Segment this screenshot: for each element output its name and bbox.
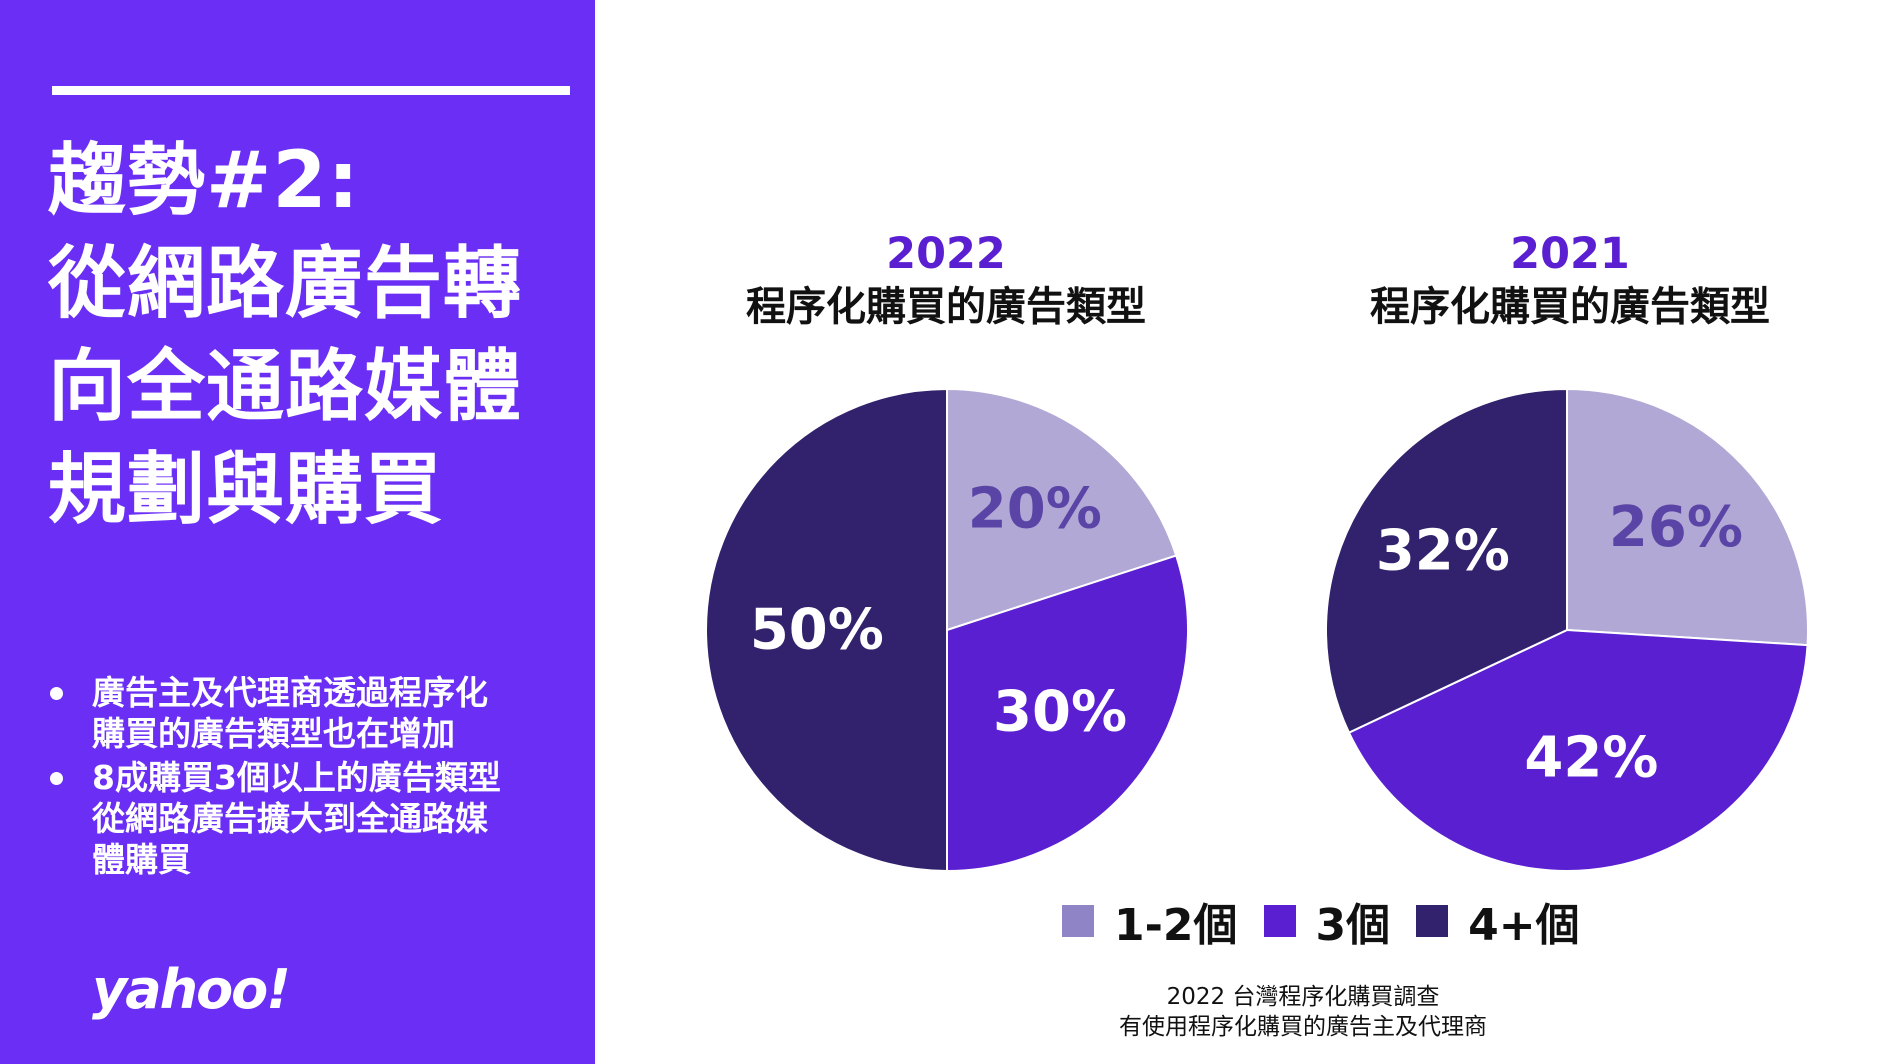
pie-2022-slice-2 — [705, 387, 948, 873]
bullet-line: 廣告主及代理商透過程序化 — [92, 673, 488, 712]
chart-subtitle: 程序化購買的廣告類型 — [746, 284, 1146, 330]
bullet-dot-icon — [50, 687, 63, 700]
bullet-list: 廣告主及代理商透過程序化 購買的廣告類型也在增加 8成購買3個以上的廣告類型 從… — [44, 672, 564, 883]
source-line: 有使用程序化購買的廣告主及代理商 — [1119, 1014, 1487, 1040]
bullet-line: 購買的廣告類型也在增加 — [92, 714, 455, 753]
headline-line: 規劃與購買 — [48, 445, 444, 535]
chart-year: 2021 — [1510, 229, 1630, 279]
headline-line: 趨勢#2: — [48, 136, 360, 226]
pie-2022-label-1: 30% — [993, 680, 1127, 745]
legend-label: 1-2個 — [1114, 900, 1238, 951]
left-panel: 趨勢#2: 從網路廣告轉 向全通路媒體 規劃與購買 廣告主及代理商透過程序化 購… — [0, 0, 595, 1064]
bullet-item: 8成購買3個以上的廣告類型 從網路廣告擴大到全通路媒 體購買 — [44, 757, 564, 880]
headline-line: 從網路廣告轉 — [48, 239, 523, 329]
source-line: 2022 台灣程序化購買調查 — [1166, 984, 1440, 1010]
chart-subtitle: 程序化購買的廣告類型 — [1370, 284, 1770, 330]
chart-title-2021: 2021 程序化購買的廣告類型 — [1290, 228, 1850, 334]
bullet-dot-icon — [50, 772, 63, 785]
pie-2021-label-2: 32% — [1376, 519, 1510, 584]
pie-2022-slice-1 — [946, 554, 1189, 873]
bullet-line: 從網路廣告擴大到全通路媒 — [92, 799, 488, 838]
pie-2022-label-0: 20% — [968, 477, 1102, 542]
bullet-item: 廣告主及代理商透過程序化 購買的廣告類型也在增加 — [44, 672, 564, 754]
chart-year: 2022 — [886, 229, 1006, 279]
pie-2021-slice-0 — [1566, 387, 1809, 647]
pie-2022-label-2: 50% — [750, 598, 884, 663]
legend-swatch-light — [1062, 905, 1094, 937]
pie-2022-slice-0 — [946, 387, 1178, 632]
legend-item: 3個 — [1263, 889, 1391, 953]
pie-2021-slice-2 — [1325, 387, 1568, 734]
source-note: 2022 台灣程序化購買調查 有使用程序化購買的廣告主及代理商 — [1098, 982, 1508, 1042]
legend-swatch-mid — [1263, 905, 1296, 937]
top-rule — [52, 86, 570, 95]
yahoo-logo: yahoo! — [92, 958, 291, 1021]
legend: 1-2個 3個 4+個 — [1062, 894, 1606, 951]
legend-label: 4+個 — [1468, 900, 1580, 951]
headline: 趨勢#2: 從網路廣告轉 向全通路媒體 規劃與購買 — [48, 130, 578, 542]
chart-title-2022: 2022 程序化購買的廣告類型 — [666, 228, 1226, 334]
pie-2021-label-0: 26% — [1609, 495, 1743, 560]
legend-item: 4+個 — [1416, 889, 1580, 953]
bullet-line: 8成購買3個以上的廣告類型 — [92, 758, 501, 797]
headline-line: 向全通路媒體 — [48, 342, 523, 432]
pie-2021-slice-1 — [1347, 628, 1809, 872]
legend-swatch-dark — [1416, 905, 1449, 937]
legend-item: 1-2個 — [1062, 889, 1238, 953]
bullet-line: 體購買 — [92, 840, 191, 879]
pie-2021-label-1: 42% — [1524, 725, 1658, 790]
legend-label: 3個 — [1315, 900, 1391, 951]
